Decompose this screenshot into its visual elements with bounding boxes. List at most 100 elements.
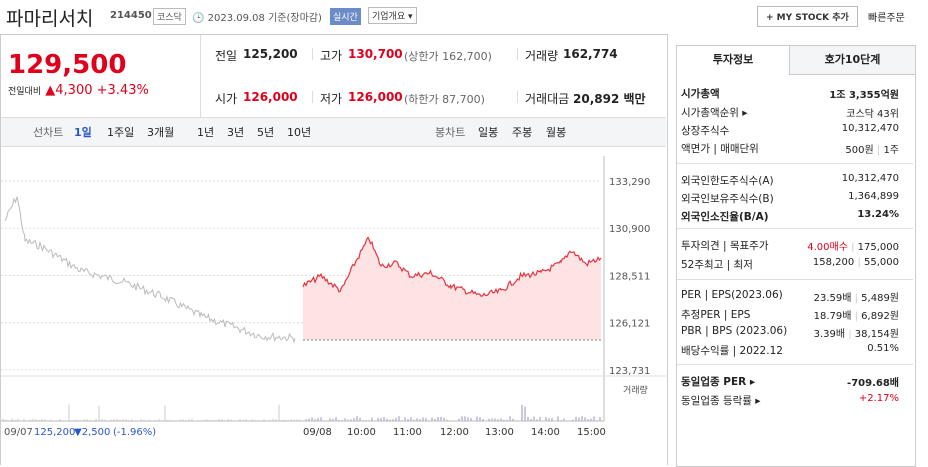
info-label: 배당수익률 | 2022.12: [681, 345, 783, 357]
info-value: 158,200: [812, 257, 855, 268]
candle-tab[interactable]: 일봉: [478, 126, 499, 139]
period-tab[interactable]: 10년: [287, 126, 312, 139]
info-label: 동일업종 PER ▸: [681, 376, 756, 388]
divider: [312, 91, 313, 103]
y-tick-label: 128,511: [609, 271, 650, 282]
change-label: 전일대비: [8, 87, 42, 97]
main-box: [0, 34, 668, 465]
x-tick-label: 11:00: [393, 427, 422, 438]
summary-label: 저가: [320, 92, 343, 106]
period-tab[interactable]: 5년: [257, 126, 275, 139]
quick-order[interactable]: 빠른주문: [868, 13, 905, 24]
volume-label: 거래량: [623, 384, 648, 396]
prev-rate: (-1.96%): [113, 427, 156, 438]
info-value: 1주: [883, 145, 899, 156]
divider: [677, 228, 913, 229]
summary-value: 162,774: [563, 47, 618, 61]
tab-label: 봉차트: [435, 126, 466, 139]
info-value: 4.00매수: [807, 242, 848, 253]
info-value: 38,154원: [854, 329, 899, 340]
separator: |: [851, 293, 862, 304]
info-values: 10,312,470: [842, 123, 899, 134]
mystock-button[interactable]: + MY STOCK 추가: [757, 6, 858, 27]
info-label: 외국인소진율(B/A): [681, 211, 769, 223]
y-tick-label: 130,900: [609, 224, 650, 235]
info-label: 외국인보유주식수(B): [681, 193, 774, 205]
x-tick-label: 09/08: [303, 427, 332, 438]
summary-value: 125,200: [243, 47, 298, 61]
separator: |: [854, 257, 864, 268]
x-tick-label: 14:00: [531, 427, 560, 438]
info-value: 1조 3,355억원: [829, 90, 899, 101]
prev-change: ▼2,500: [74, 427, 110, 438]
summary-value: 20,892 백만: [573, 92, 646, 106]
stock-code: 214450: [110, 10, 152, 21]
summary-label: 거래량: [525, 49, 559, 63]
summary-label: 전일: [215, 49, 238, 63]
info-label: 시가총액: [681, 88, 720, 100]
info-label: 액면가 | 매매단위: [681, 143, 759, 155]
summary-value: 130,700: [348, 47, 403, 61]
info-tab[interactable]: 투자정보: [677, 46, 789, 75]
info-value: 10,312,470: [841, 173, 899, 184]
rate: +3.43%: [96, 83, 149, 98]
period-tab[interactable]: 1년: [197, 126, 215, 139]
info-label: PBR | BPS (2023.06): [681, 325, 788, 337]
summary-label: 고가: [320, 49, 343, 63]
info-value: 55,000: [864, 257, 899, 268]
summary-note: (하한가 87,700): [404, 93, 485, 106]
info-value: 175,000: [857, 242, 899, 253]
info-values: -709.68배: [847, 374, 899, 389]
info-value: 0.51%: [867, 343, 899, 354]
info-values: +2.17%: [859, 393, 899, 404]
candle-tab[interactable]: 월봉: [546, 126, 567, 139]
info-label: 추정PER | EPS: [681, 309, 751, 321]
info-label: 동일업종 등락률 ▸: [681, 395, 761, 407]
tab-label: 선차트: [33, 126, 64, 139]
period-tab[interactable]: 1주일: [107, 126, 135, 139]
info-value: 500원: [845, 145, 874, 156]
separator: |: [845, 329, 855, 340]
info-value: 3.39배: [813, 329, 846, 340]
info-values: 23.59배 | 5,489원: [814, 289, 899, 304]
info-label: 상장주식수: [681, 125, 730, 137]
realtime[interactable]: 실시간: [330, 8, 361, 25]
x-tick-label: 13:00: [485, 427, 514, 438]
period-tab[interactable]: 3년: [227, 126, 245, 139]
separator: |: [847, 242, 858, 253]
candle-tab[interactable]: 주봉: [512, 126, 533, 139]
info-value: 1,364,899: [848, 191, 899, 202]
x-tick-label: 15:00: [577, 427, 606, 438]
info-value: 5,489원: [861, 293, 899, 304]
prev-day-line: [4, 196, 296, 344]
company[interactable]: 기업개요 ▾: [368, 7, 417, 24]
current-price: 129,500: [8, 50, 127, 80]
info-tab[interactable]: 호가10단계: [789, 46, 915, 75]
stock-name: 파마리서치: [6, 8, 94, 30]
info-values: 4.00매수 | 175,000: [807, 238, 899, 253]
info-values: 500원 | 1주: [845, 141, 899, 156]
summary-label: 거래대금: [525, 92, 570, 106]
info-value: 13.24%: [857, 209, 899, 220]
summary-value: 126,000: [348, 90, 403, 104]
change: ▲4,300: [45, 83, 93, 98]
info-value: 18.79배: [813, 311, 852, 322]
date: 🕒 2023.09.08 기준(장마감): [192, 13, 322, 24]
price-line: [302, 236, 602, 297]
info-value: 10,312,470: [841, 123, 899, 134]
period-tab[interactable]: 3개월: [147, 126, 175, 139]
divider: [677, 163, 913, 164]
divider: [200, 35, 201, 117]
y-tick-label: 123,731: [609, 366, 650, 377]
period-tab[interactable]: 1일: [74, 126, 92, 139]
info-value: 6,892원: [861, 311, 899, 322]
separator: |: [851, 311, 862, 322]
info-label: 투자의견 | 목표주가: [681, 240, 769, 252]
divider: [677, 364, 913, 365]
divider: [312, 48, 313, 60]
info-values: 0.51%: [867, 343, 899, 354]
info-values: 13.24%: [857, 209, 899, 220]
company-text: 기업개요: [372, 12, 406, 22]
summary-label: 시가: [215, 92, 238, 106]
